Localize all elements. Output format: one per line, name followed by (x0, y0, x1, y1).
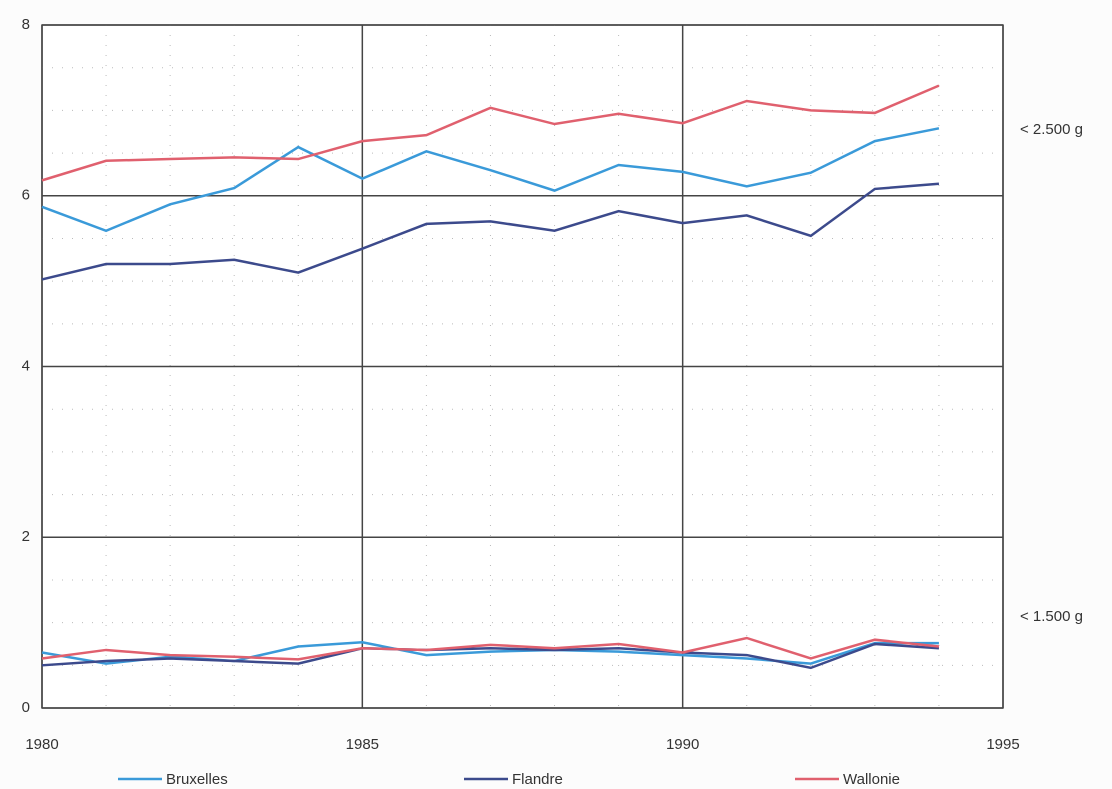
y-tick-label: 6 (22, 187, 30, 204)
x-tick-label: 1995 (986, 736, 1019, 753)
series-line (41, 636, 940, 661)
legend-label: Wallonie (843, 771, 900, 788)
x-tick-label: 1980 (25, 736, 58, 753)
series-line (41, 127, 940, 233)
x-tick-label: 1985 (346, 736, 379, 753)
series-line (41, 182, 940, 281)
annotation: < 1.500 g (1020, 608, 1083, 625)
y-tick-label: 2 (22, 528, 30, 545)
y-tick-label: 8 (22, 16, 30, 33)
legend-label: Bruxelles (166, 771, 228, 788)
series-line (41, 84, 940, 182)
legend-label: Flandre (512, 771, 563, 788)
x-tick-label: 1990 (666, 736, 699, 753)
series-line (41, 642, 940, 670)
y-tick-label: 4 (22, 357, 30, 374)
annotation: < 2.500 g (1020, 121, 1083, 138)
y-tick-label: 0 (22, 699, 30, 716)
